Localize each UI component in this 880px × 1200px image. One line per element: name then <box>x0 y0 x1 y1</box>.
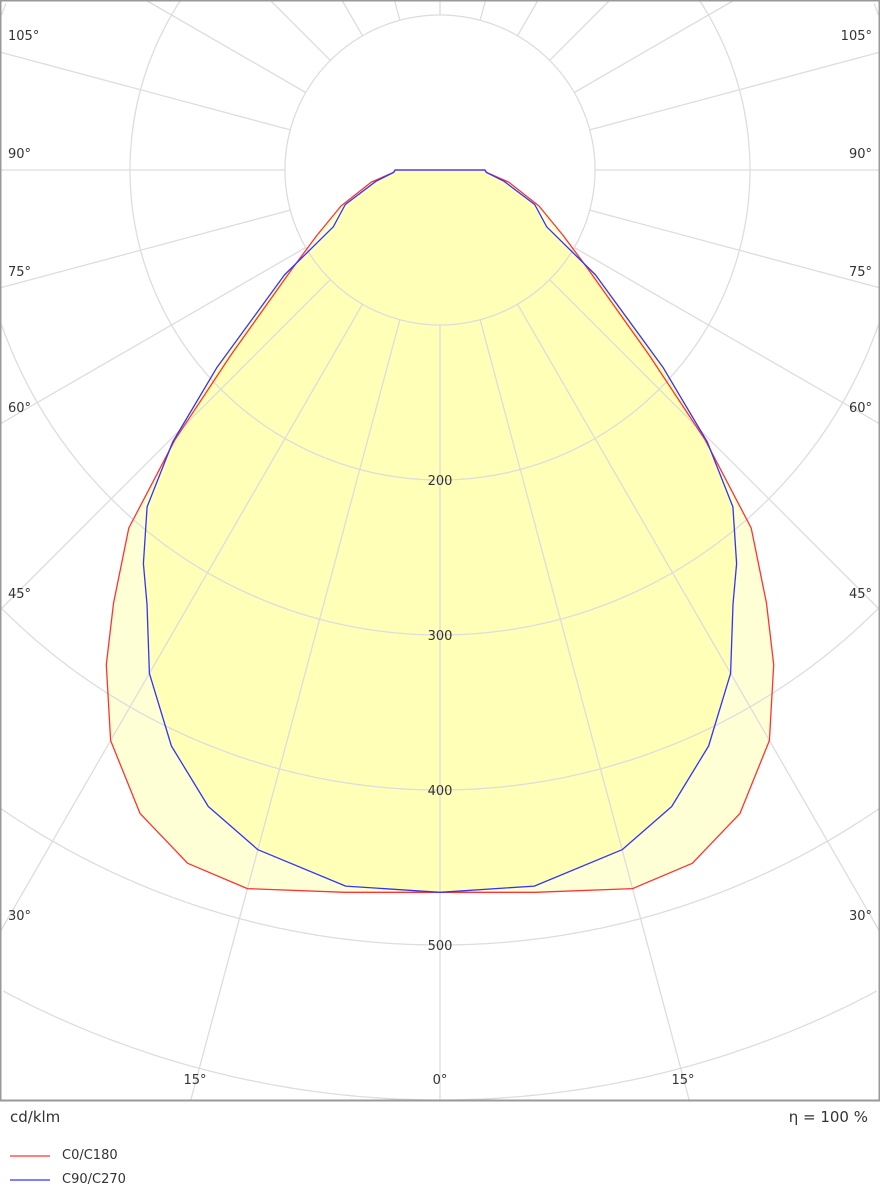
radial-tick-label: 400 <box>428 784 453 799</box>
angle-label-left: 45° <box>8 587 31 602</box>
angle-label-left: 105° <box>8 29 39 44</box>
grid-spoke <box>589 51 880 131</box>
angle-label-left: 60° <box>8 401 31 416</box>
legend-item-c90: C90/C270 <box>10 1172 126 1187</box>
grid-spoke <box>573 0 734 94</box>
series-line-c90-c270 <box>142 169 738 893</box>
angle-label-right: 30° <box>849 909 872 924</box>
legend-label: C90/C270 <box>62 1172 126 1187</box>
polar-chart: 200 300 400 500 105° 105° 90° 90° 75° 75° 60° 60° 45… <box>0 0 880 1102</box>
angle-label-right: 45° <box>849 587 872 602</box>
angle-label-left: 90° <box>8 147 31 162</box>
unit-label: cd/klm <box>10 1108 61 1126</box>
grid-spoke <box>0 279 331 610</box>
grid-spoke <box>516 303 880 931</box>
grid-spoke <box>270 0 331 61</box>
grid-ring <box>3 990 877 1101</box>
legend-item-c0: C0/C180 <box>10 1148 118 1163</box>
grid-spoke <box>479 0 486 21</box>
legend-swatch-red <box>10 1154 50 1157</box>
legend-label: C0/C180 <box>62 1148 118 1163</box>
grid-spoke <box>549 279 880 610</box>
grid-ring <box>1 3 879 636</box>
grid-spoke <box>0 303 364 931</box>
grid-spoke <box>146 0 307 94</box>
radial-tick-label: 500 <box>428 939 453 954</box>
grid-spoke <box>190 319 401 1101</box>
angle-label-bottom: 15° <box>183 1073 206 1088</box>
angle-label-bottom: 0° <box>433 1073 448 1088</box>
radial-tick-label: 200 <box>428 474 453 489</box>
grid-ring <box>0 808 880 946</box>
grid-spoke <box>479 319 690 1101</box>
grid-ring <box>1 607 879 791</box>
angle-label-right: 60° <box>849 401 872 416</box>
grid-spoke <box>549 0 610 61</box>
angle-label-right: 90° <box>849 147 872 162</box>
grid-spoke <box>0 51 291 131</box>
grid-spoke <box>516 0 539 37</box>
grid-spoke <box>341 0 364 37</box>
radial-tick-label: 300 <box>428 629 453 644</box>
grid-ring <box>129 0 751 481</box>
grid-spoke <box>0 246 307 425</box>
angle-label-right: 105° <box>841 29 872 44</box>
efficiency-label: η = 100 % <box>788 1108 868 1126</box>
series-line-c0-c180 <box>105 169 775 893</box>
grid-spoke <box>394 0 401 21</box>
grid-spoke <box>573 246 880 425</box>
grid-spoke <box>0 209 291 289</box>
legend-swatch-blue <box>10 1178 50 1181</box>
angle-label-right: 75° <box>849 265 872 280</box>
angle-label-left: 30° <box>8 909 31 924</box>
angle-label-bottom: 15° <box>671 1073 694 1088</box>
grid-spoke <box>589 209 880 289</box>
angle-label-left: 75° <box>8 265 31 280</box>
